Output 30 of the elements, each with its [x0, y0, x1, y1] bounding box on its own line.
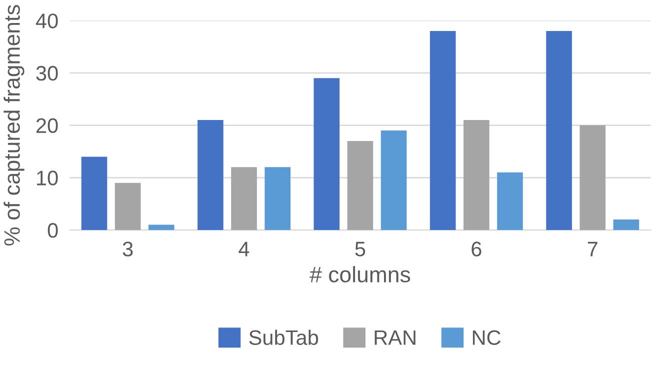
bar	[148, 224, 174, 230]
bar	[81, 156, 108, 230]
x-tick-label: 6	[472, 242, 482, 256]
y-tick-label: 30	[36, 66, 58, 81]
y-tick-label: 10	[37, 170, 58, 186]
bar	[231, 167, 257, 230]
y-tick-label: 0	[48, 223, 58, 238]
bar	[347, 141, 374, 230]
bar	[430, 31, 456, 230]
x-tick-label: 5	[355, 242, 366, 256]
bar	[613, 220, 640, 230]
legend-label: RAN	[374, 330, 416, 345]
bar	[464, 120, 490, 230]
legend-label: NC	[472, 330, 501, 346]
bar	[314, 78, 340, 230]
bar	[580, 125, 606, 230]
bar	[114, 182, 141, 230]
y-tick-label: 20	[36, 118, 58, 134]
x-axis-title: # columns	[310, 266, 410, 282]
legend-label: SubTab	[249, 330, 318, 346]
x-tick-label: 4	[238, 242, 250, 256]
bar	[198, 120, 224, 230]
y-tick-label: 40	[36, 14, 58, 28]
bar	[546, 31, 572, 230]
bar	[497, 172, 523, 230]
y-axis-title: % of captured fragments	[4, 5, 24, 246]
x-tick-label: 3	[122, 242, 133, 256]
bar	[380, 130, 407, 230]
bar	[264, 167, 290, 230]
x-tick-label: 7	[588, 242, 598, 256]
